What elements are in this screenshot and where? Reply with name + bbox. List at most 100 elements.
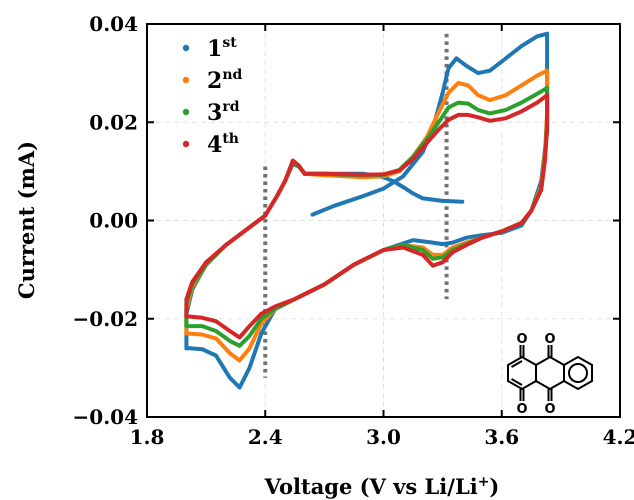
- reference-lines: [263, 33, 449, 378]
- data-point: [200, 324, 204, 328]
- legend-label-main: 1: [207, 36, 222, 62]
- data-point: [204, 260, 208, 264]
- data-point: [310, 213, 315, 217]
- data-point: [545, 69, 549, 73]
- data-point: [188, 346, 192, 350]
- legend-label-sup: nd: [222, 67, 242, 83]
- x-axis-label-main: Voltage (V vs Li/Li: [264, 474, 478, 499]
- anthraquinone-structure-inset: O O O O: [507, 332, 593, 417]
- data-point: [214, 354, 218, 358]
- x-tick-label: 4.2: [603, 425, 634, 449]
- data-point: [243, 228, 248, 232]
- data-point: [519, 109, 524, 113]
- data-point: [446, 105, 451, 110]
- y-tick-label: 0.02: [89, 110, 138, 134]
- data-point: [466, 83, 470, 87]
- data-point: [450, 250, 455, 254]
- data-point: [421, 196, 425, 200]
- data-point: [273, 304, 277, 309]
- legend-label-2nd: 2nd: [207, 67, 242, 94]
- molecule-aromatic-circle: [568, 363, 588, 383]
- data-point: [476, 115, 480, 119]
- data-point: [488, 69, 492, 73]
- data-point: [228, 329, 232, 333]
- oxygen-label: O: [516, 402, 527, 417]
- data-point: [200, 332, 204, 337]
- data-point: [184, 324, 188, 328]
- y-axis-label: Current (mA): [14, 141, 39, 299]
- data-point: [214, 336, 218, 340]
- data-point: [425, 141, 429, 145]
- data-point: [535, 34, 539, 38]
- series-group: [184, 31, 550, 390]
- legend-label-main: 4: [207, 132, 222, 158]
- legend-label-3rd: 3rd: [207, 99, 240, 126]
- legend-marker-3rd: [182, 108, 190, 116]
- data-point: [391, 179, 395, 183]
- data-point: [190, 280, 194, 284]
- data-point: [466, 113, 470, 117]
- data-point: [437, 120, 441, 124]
- data-point: [476, 71, 480, 75]
- data-point: [456, 113, 460, 117]
- data-point: [184, 297, 188, 301]
- data-point: [275, 194, 279, 198]
- data-point: [293, 297, 297, 301]
- data-point: [200, 316, 204, 320]
- data-point: [480, 236, 484, 240]
- data-point: [456, 81, 460, 85]
- data-point: [464, 243, 468, 247]
- data-point: [519, 221, 524, 225]
- data-point: [352, 263, 356, 267]
- data-point: [535, 74, 539, 78]
- y-tick-label: −0.04: [73, 405, 139, 429]
- data-point: [441, 91, 445, 95]
- data-point: [456, 101, 460, 105]
- axis-ticks: 1.8 2.4 3.0 3.6 4.2 −0.04 −0.02 0.00 0.02 0.04: [73, 12, 634, 449]
- series-line-4th-return: [184, 158, 307, 319]
- series-line-4th-reverse: [184, 93, 550, 340]
- data-point: [431, 257, 435, 261]
- data-point: [431, 264, 435, 268]
- data-point: [421, 253, 425, 257]
- data-point: [228, 339, 232, 343]
- data-point: [504, 108, 508, 112]
- data-point: [460, 200, 464, 204]
- data-point: [401, 245, 405, 250]
- data-point: [421, 248, 425, 252]
- data-point: [539, 188, 543, 192]
- data-point: [200, 347, 204, 351]
- molecule-ring-right: [563, 355, 593, 391]
- data-point: [454, 56, 458, 61]
- y-tick-label: 0.04: [89, 12, 138, 36]
- data-point: [446, 118, 451, 122]
- series-line-4th-forward: [302, 93, 550, 177]
- legend-label-main: 2: [207, 68, 222, 94]
- data-point: [488, 111, 492, 115]
- data-point: [214, 319, 218, 323]
- legend-marker-2nd: [182, 76, 190, 84]
- molecule-double-bond: [511, 378, 523, 386]
- series-3rd: [184, 85, 550, 348]
- data-point: [228, 351, 232, 355]
- data-point: [446, 91, 451, 95]
- data-point: [441, 242, 445, 246]
- data-point: [545, 93, 549, 97]
- data-point: [441, 199, 445, 203]
- data-point: [441, 260, 445, 264]
- data-point: [291, 159, 295, 163]
- data-point: [464, 236, 468, 240]
- series-line-2nd-return: [184, 160, 307, 336]
- data-point: [411, 238, 415, 242]
- x-axis-label-sup: +: [478, 474, 490, 490]
- data-point: [381, 187, 386, 191]
- data-point: [488, 98, 492, 102]
- data-point: [500, 229, 504, 233]
- data-point: [247, 346, 252, 350]
- series-4th: [184, 93, 550, 340]
- legend-label-1st: 1st: [207, 35, 237, 62]
- data-point: [303, 172, 307, 176]
- data-point: [238, 335, 242, 339]
- data-point: [535, 101, 539, 105]
